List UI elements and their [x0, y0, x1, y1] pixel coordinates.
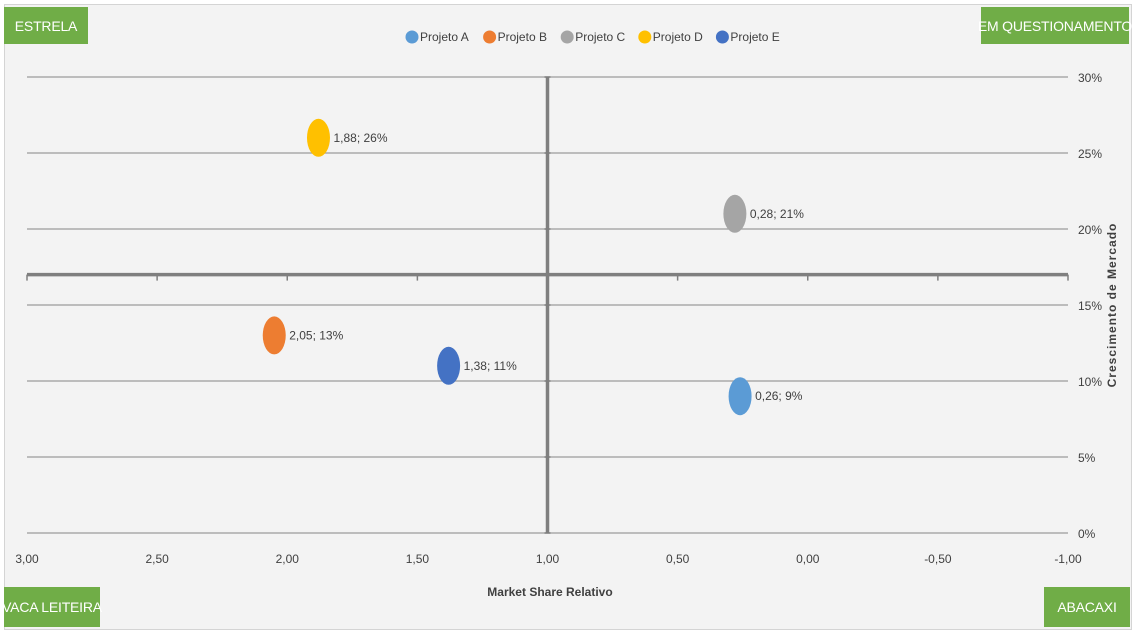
x-tick-label: 3,00: [15, 552, 39, 566]
quadrant-abacaxi-label: ABACAXI: [1044, 587, 1130, 627]
legend-marker: [715, 30, 729, 44]
quadrant-vaca-leiteira-label: VACA LEITEIRA: [2, 587, 102, 627]
data-point: [437, 346, 461, 385]
data-label: 1,38; 11%: [464, 359, 517, 373]
y-tick-label: 20%: [1078, 223, 1102, 237]
x-axis-title: Market Share Relativo: [487, 585, 612, 599]
data-labels: 0,26; 9% 2,05; 13% 0,28; 21% 1,88; 26% 1,38;…: [287, 128, 812, 406]
quadrant-estrela-label: ESTRELA: [4, 7, 88, 44]
legend-entry: Projeto B: [498, 30, 547, 44]
data-label-bg: [287, 326, 351, 345]
quadrant-em-questionamento-label: EM QUESTIONAMENTO: [978, 7, 1132, 44]
data-label: 0,28; 21%: [750, 207, 804, 221]
y-tick-label: 15%: [1078, 299, 1102, 313]
x-tick-label: 0,00: [796, 552, 820, 566]
axes: [26, 76, 1069, 534]
x-tick-label: 2,50: [145, 552, 169, 566]
legend-entry: Projeto C: [575, 30, 625, 44]
data-label-bg: [331, 128, 396, 147]
data-label-bg: [747, 204, 812, 223]
legend-marker: [483, 30, 497, 44]
legend-marker: [405, 30, 419, 44]
chart-frame: [4, 4, 1132, 630]
x-tick-label: 1,00: [536, 552, 560, 566]
data-point: [306, 118, 330, 157]
tick-labels: 3,00 2,50 2,00 1,50 1,00 0,50 0,00 -0,50 -1,00 0%…: [15, 71, 1102, 566]
data-label: 1,88; 26%: [333, 131, 387, 145]
x-tick-label: 2,00: [276, 552, 300, 566]
legend-marker: [638, 30, 652, 44]
y-tick-label: 25%: [1078, 147, 1102, 161]
y-tick-label: 0%: [1078, 527, 1096, 541]
data-label-bg: [753, 387, 811, 406]
x-tick-label: 0,50: [666, 552, 690, 566]
x-tick-label: 1,50: [406, 552, 430, 566]
data-label-bg: [461, 356, 526, 375]
x-tick-label: -0,50: [924, 552, 952, 566]
y-axis-title: Crescimento de Mercado: [1105, 223, 1119, 388]
y-tick-label: 30%: [1078, 71, 1102, 85]
data-point: [262, 316, 286, 355]
data-point: [723, 194, 747, 233]
legend: Projeto A Projeto B Projeto C Projeto D Proj…: [405, 30, 780, 44]
x-tick-label: -1,00: [1054, 552, 1082, 566]
legend-entry: Projeto E: [730, 30, 779, 44]
data-point: [728, 377, 752, 416]
legend-entry: Projeto D: [653, 30, 703, 44]
legend-entry: Projeto A: [420, 30, 469, 44]
y-tick-label: 10%: [1078, 375, 1102, 389]
data-label: 2,05; 13%: [289, 328, 343, 342]
data-label: 0,26; 9%: [755, 389, 803, 403]
data-points: [262, 118, 752, 416]
legend-marker: [560, 30, 574, 44]
y-tick-label: 5%: [1078, 451, 1096, 465]
